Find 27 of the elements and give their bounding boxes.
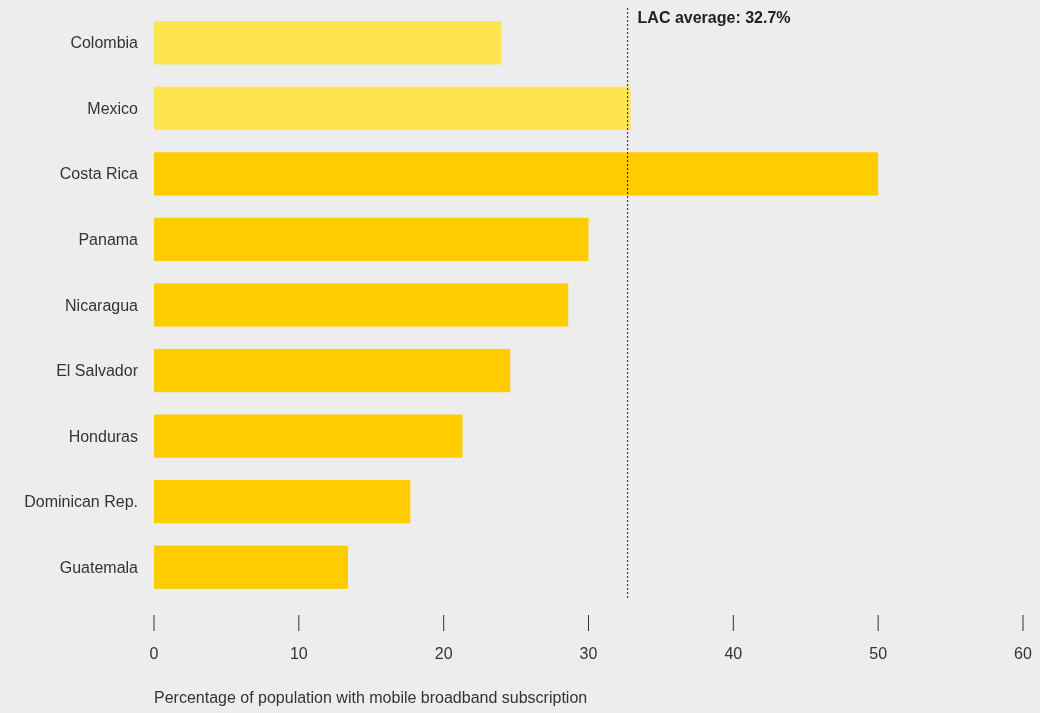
y-tick-label: Guatemala	[59, 558, 139, 576]
bar	[154, 480, 411, 524]
bar	[154, 348, 511, 393]
x-tick-label: 0	[149, 645, 159, 662]
y-tick-label: Nicaragua	[65, 296, 139, 314]
y-tick-label: Mexico	[87, 99, 139, 117]
bar	[154, 86, 631, 130]
y-tick-label: Panama	[78, 231, 139, 249]
y-tick-label: Costa Rica	[59, 165, 139, 183]
bar	[154, 283, 569, 327]
bar	[154, 21, 502, 65]
x-axis-title: Percentage of population with mobile broadband subscription	[154, 689, 588, 706]
bar	[154, 217, 589, 262]
bar	[154, 152, 879, 196]
bar	[154, 545, 349, 589]
y-tick-label: Honduras	[68, 427, 138, 445]
x-tick-label: 10	[289, 645, 308, 662]
ref-line-label: LAC average: 32.7%	[637, 9, 791, 26]
bar	[154, 414, 463, 458]
x-tick-label: 50	[869, 645, 888, 662]
x-tick-label: 20	[434, 645, 453, 662]
y-tick-label: Colombia	[70, 34, 139, 52]
y-tick-label: El Salvador	[56, 362, 139, 380]
y-tick-label: Dominican Rep.	[24, 493, 138, 511]
x-tick-label: 60	[1014, 645, 1032, 662]
x-tick-label: 30	[579, 645, 598, 662]
x-tick-label: 40	[724, 645, 743, 662]
